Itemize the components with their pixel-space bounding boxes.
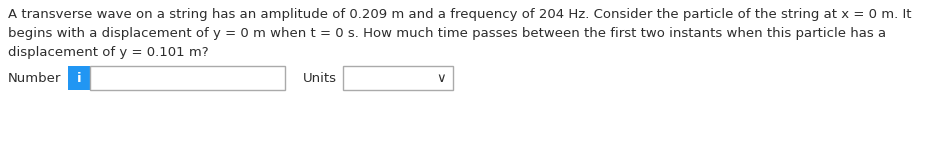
FancyBboxPatch shape <box>68 66 90 90</box>
Text: begins with a displacement of y = 0 m when t = 0 s. How much time passes between: begins with a displacement of y = 0 m wh… <box>8 27 886 40</box>
Text: displacement of y = 0.101 m?: displacement of y = 0.101 m? <box>8 46 208 59</box>
Text: i: i <box>77 71 81 84</box>
FancyBboxPatch shape <box>343 66 453 90</box>
FancyBboxPatch shape <box>90 66 285 90</box>
Text: Units: Units <box>303 71 337 84</box>
Text: A transverse wave on a string has an amplitude of 0.209 m and a frequency of 204: A transverse wave on a string has an amp… <box>8 8 912 21</box>
Text: Number: Number <box>8 71 62 84</box>
Text: ∨: ∨ <box>437 71 446 84</box>
